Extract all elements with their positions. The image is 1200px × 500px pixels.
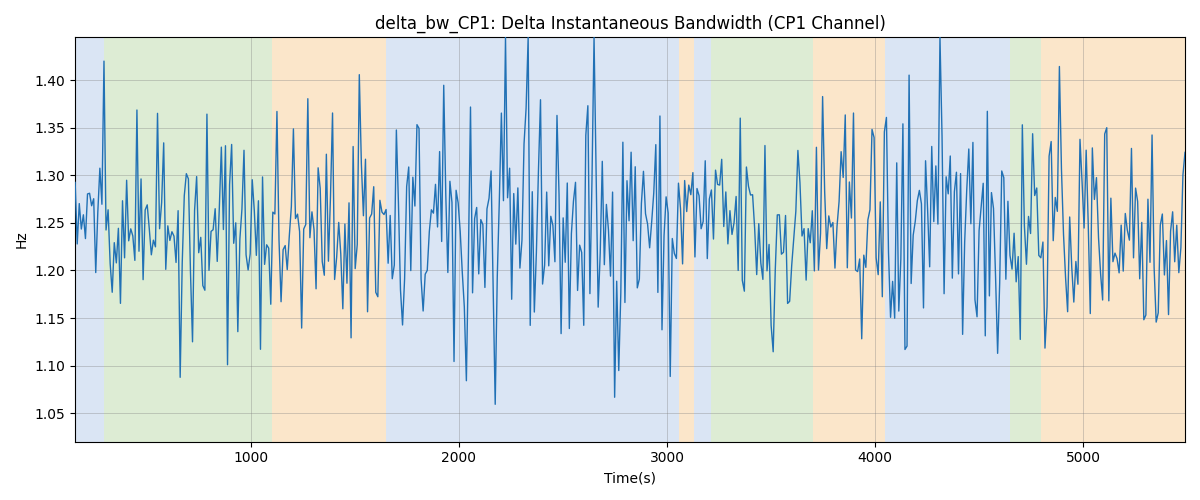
Bar	[1042, 38, 1186, 442]
X-axis label: Time(s): Time(s)	[604, 471, 656, 485]
Bar	[710, 38, 812, 442]
Bar	[812, 38, 886, 442]
Title: delta_bw_CP1: Delta Instantaneous Bandwidth (CP1 Channel): delta_bw_CP1: Delta Instantaneous Bandwi…	[374, 15, 886, 34]
Y-axis label: Hz: Hz	[14, 230, 29, 248]
Bar	[886, 38, 1010, 442]
Bar	[386, 38, 679, 442]
Bar	[694, 38, 710, 442]
Bar	[679, 38, 694, 442]
Bar	[76, 38, 104, 442]
Bar	[104, 38, 271, 442]
Bar	[1010, 38, 1042, 442]
Bar	[271, 38, 386, 442]
